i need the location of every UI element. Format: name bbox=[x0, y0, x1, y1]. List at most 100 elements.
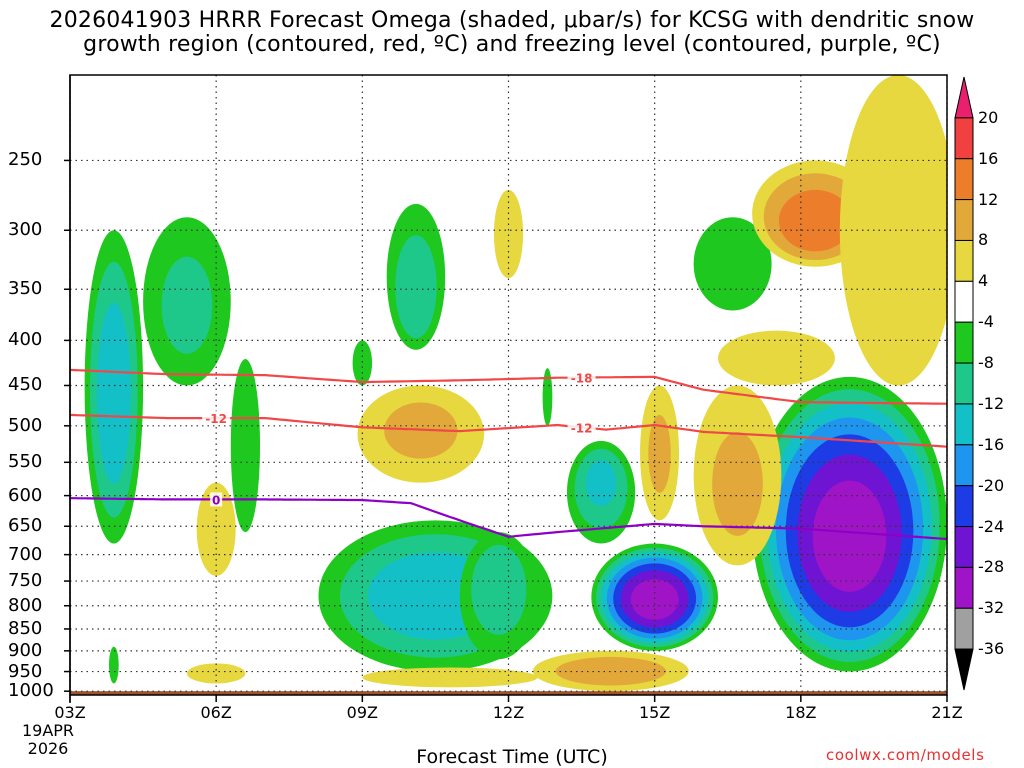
y-tick-label: 600 bbox=[8, 484, 43, 506]
x-tick-label: 21Z bbox=[931, 703, 963, 722]
colorbar-bin bbox=[954, 607, 974, 650]
omega-shade bbox=[839, 75, 947, 386]
contour-label: -18 bbox=[571, 372, 593, 386]
omega-field bbox=[84, 75, 947, 692]
contour-label: -12 bbox=[205, 412, 227, 426]
contour-label-bg bbox=[202, 411, 231, 426]
omega-feature-15 bbox=[357, 385, 485, 483]
y-tick-label: 850 bbox=[8, 617, 43, 639]
terrain-below-surface bbox=[70, 691, 947, 695]
credit-link[interactable]: coolwx.com/models bbox=[826, 746, 985, 764]
colorbar-label: -4 bbox=[978, 312, 994, 332]
omega-shade bbox=[471, 544, 527, 635]
omega-shade bbox=[778, 189, 853, 252]
omega-feature-19 bbox=[839, 75, 947, 386]
contour-label-bg bbox=[210, 492, 223, 507]
omega-feature-6 bbox=[459, 532, 538, 660]
x-tick-label: 12Z bbox=[492, 703, 525, 722]
y-tick-label: 650 bbox=[8, 515, 43, 537]
colorbar-label: 4 bbox=[978, 271, 989, 291]
y-tick-label: 550 bbox=[8, 451, 43, 473]
omega-shade bbox=[493, 189, 524, 279]
y-tick-label: 500 bbox=[8, 414, 43, 436]
omega-shade bbox=[395, 235, 437, 339]
colorbar-label: -12 bbox=[978, 393, 1005, 413]
y-tick-label: 750 bbox=[8, 570, 43, 592]
omega-shade bbox=[108, 646, 119, 684]
x-tick-label: 09Z bbox=[346, 703, 378, 722]
colorbar-bin bbox=[954, 526, 974, 568]
omega-feature-16 bbox=[532, 650, 689, 692]
omega-feature-17 bbox=[693, 385, 782, 566]
colorbar-label: -24 bbox=[978, 516, 1005, 536]
contour-label: 0 bbox=[212, 493, 220, 507]
colorbar bbox=[954, 76, 974, 691]
date-label-line-1: 19APR bbox=[21, 721, 75, 740]
x-tick-label: 06Z bbox=[200, 703, 232, 722]
omega-feature-2 bbox=[143, 217, 231, 386]
y-tick-label: 300 bbox=[8, 219, 43, 241]
omega-shade bbox=[648, 414, 671, 493]
omega-feature-7 bbox=[566, 440, 636, 544]
colorbar-bin bbox=[954, 239, 974, 282]
colorbar-bin bbox=[954, 362, 974, 405]
colorbar-label: 16 bbox=[978, 148, 999, 168]
omega-feature-11 bbox=[542, 368, 553, 426]
omega-feature-18 bbox=[640, 385, 680, 521]
chart-title-line-1: 2026041903 HRRR Forecast Omega (shaded, … bbox=[49, 8, 975, 33]
dgz-contour-1 bbox=[69, 368, 947, 405]
colorbar-label: -28 bbox=[978, 557, 1005, 577]
omega-shade bbox=[186, 663, 246, 684]
colorbar-label: -8 bbox=[978, 353, 994, 373]
colorbar-bin bbox=[954, 485, 974, 528]
y-tick-label: 800 bbox=[8, 594, 43, 616]
omega-shade bbox=[693, 217, 772, 311]
omega-feature-22 bbox=[493, 189, 524, 279]
y-tick-label: 400 bbox=[8, 329, 43, 351]
omega-feature-1 bbox=[84, 230, 144, 544]
chart-title-line-2: growth region (contoured, red, ºC) and f… bbox=[83, 32, 941, 57]
colorbar-bin bbox=[954, 280, 974, 323]
colorbar-label: -16 bbox=[978, 434, 1005, 454]
colorbar-bin bbox=[954, 321, 974, 364]
x-tick-label: 15Z bbox=[638, 703, 671, 722]
contour-label-bg bbox=[567, 420, 596, 435]
colorbar-label: -20 bbox=[978, 475, 1005, 495]
omega-feature-23 bbox=[718, 330, 835, 386]
y-tick-label: 1000 bbox=[8, 680, 54, 702]
omega-feature-9 bbox=[752, 376, 947, 672]
colorbar-label: -36 bbox=[978, 639, 1005, 659]
contour-label-bg bbox=[567, 370, 596, 385]
y-tick-label: 700 bbox=[8, 543, 43, 565]
colorbar-label: 20 bbox=[978, 107, 999, 127]
omega-shade bbox=[362, 667, 538, 688]
colorbar-bin bbox=[954, 403, 974, 446]
colorbar-bin bbox=[954, 117, 974, 160]
colorbar-bottom-arrow bbox=[954, 648, 974, 691]
omega-feature-12 bbox=[693, 217, 772, 311]
omega-shade bbox=[542, 368, 553, 426]
x-tick-label: 03Z bbox=[54, 703, 86, 722]
omega-shade bbox=[352, 340, 373, 386]
y-tick-label: 900 bbox=[8, 639, 43, 661]
omega-shade bbox=[555, 656, 666, 686]
colorbar-top-arrow bbox=[954, 76, 974, 119]
colorbar-bin bbox=[954, 199, 974, 241]
colorbar-bin bbox=[954, 158, 974, 201]
x-tick-label: 18Z bbox=[785, 703, 817, 722]
y-tick-label: 250 bbox=[8, 149, 43, 171]
omega-feature-3 bbox=[230, 359, 261, 533]
date-label-line-2: 2026 bbox=[27, 739, 69, 758]
omega-shade bbox=[196, 482, 236, 576]
colorbar-bin bbox=[954, 444, 974, 487]
omega-shade bbox=[585, 460, 617, 507]
x-axis-label: Forecast Time (UTC) bbox=[416, 746, 608, 768]
y-tick-label: 350 bbox=[8, 278, 43, 300]
colorbar-bin bbox=[954, 566, 974, 609]
omega-shade bbox=[812, 480, 887, 592]
colorbar-label: 8 bbox=[978, 230, 989, 250]
omega-shade bbox=[718, 330, 835, 386]
contour-label: -12 bbox=[571, 421, 593, 435]
omega-feature-21 bbox=[186, 663, 246, 684]
